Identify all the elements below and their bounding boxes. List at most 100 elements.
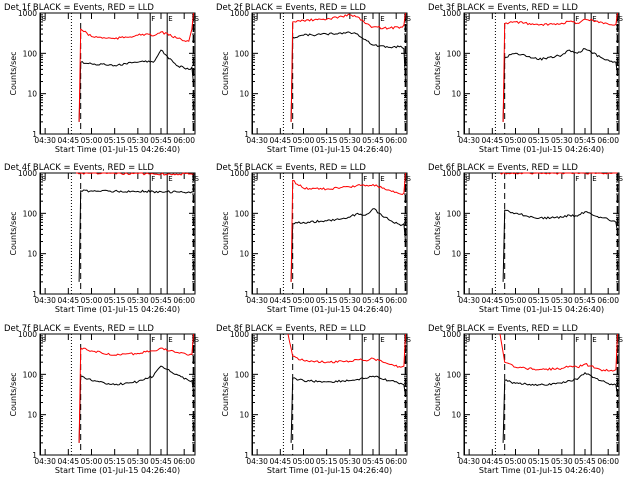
x-tick-label: 05:30	[339, 457, 361, 466]
lld-series-line	[78, 333, 194, 443]
y-tick-label: 10	[239, 411, 249, 420]
panel-title: Det 1f BLACK = Events, RED = LLD	[4, 3, 154, 13]
event-marker-label: E	[592, 175, 596, 183]
event-marker-label: S	[42, 336, 47, 344]
x-tick-label: 06:00	[385, 136, 407, 145]
x-tick-label: 04:45	[482, 296, 504, 305]
x-tick-label: 05:00	[505, 457, 527, 466]
x-axis-label: Start Time (01-Jul-15 04:26:40)	[267, 466, 392, 475]
event-marker-label: E	[592, 15, 596, 23]
x-tick-label: 05:15	[528, 457, 550, 466]
lld-series-line	[287, 333, 406, 368]
x-tick-label: 04:30	[458, 296, 480, 305]
event-marker-label: S	[254, 175, 259, 183]
y-tick-label: 1	[456, 451, 461, 460]
x-tick-label: 05:00	[293, 296, 315, 305]
y-tick-label: 100	[23, 209, 38, 218]
panel-title: Det 4f BLACK = Events, RED = LLD	[4, 163, 154, 173]
detector-panel: Det 5f BLACK = Events, RED = LLD 1 10 100 10…	[216, 163, 411, 314]
y-tick-label: 100	[235, 370, 250, 379]
y-tick-label: 10	[27, 90, 37, 99]
event-marker-label: S	[466, 175, 471, 183]
y-tick-label: 100	[23, 49, 38, 58]
event-marker-label: S	[406, 175, 411, 183]
x-tick-label: 05:45	[362, 136, 384, 145]
detector-panel: Det 9f BLACK = Events, RED = LLD 1 10 100 10…	[428, 324, 623, 475]
x-tick-label: 05:00	[81, 296, 103, 305]
detector-panel: Det 8f BLACK = Events, RED = LLD 1 10 100 10…	[216, 324, 411, 475]
y-axis-label: Counts/sec	[221, 211, 230, 255]
x-tick-label: 05:00	[505, 296, 527, 305]
x-tick-label: 05:15	[104, 296, 126, 305]
plot-frame	[463, 12, 620, 135]
y-tick-label: 1000	[442, 330, 461, 339]
x-axis-label: Start Time (01-Jul-15 04:26:40)	[479, 305, 604, 314]
lld-series-line	[78, 12, 194, 122]
events-series-line	[290, 208, 406, 282]
plot-frame	[463, 172, 620, 295]
y-tick-label: 1	[456, 290, 461, 299]
events-series-line	[502, 48, 618, 122]
y-tick-label: 10	[451, 411, 461, 420]
event-marker-label: F	[575, 175, 579, 183]
y-tick-label: 100	[447, 370, 462, 379]
x-tick-label: 05:15	[528, 136, 550, 145]
detector-panel: Det 1f BLACK = Events, RED = LLD 1 10 100 10…	[4, 3, 199, 154]
x-tick-label: 05:30	[127, 296, 149, 305]
events-series-line	[290, 31, 406, 122]
x-tick-label: 04:45	[482, 136, 504, 145]
x-tick-label: 04:45	[58, 457, 80, 466]
x-tick-label: 05:45	[574, 136, 596, 145]
event-marker-label: S	[254, 15, 259, 23]
panel-title: Det 2f BLACK = Events, RED = LLD	[216, 3, 366, 13]
x-tick-label: 04:30	[246, 296, 268, 305]
x-tick-label: 05:45	[362, 296, 384, 305]
event-marker-label: E	[380, 336, 384, 344]
x-tick-label: 05:15	[104, 457, 126, 466]
panel-title: Det 9f BLACK = Events, RED = LLD	[428, 324, 578, 334]
event-marker-label: E	[380, 175, 384, 183]
x-tick-label: 05:15	[316, 457, 338, 466]
x-axis-label: Start Time (01-Jul-15 04:26:40)	[55, 466, 180, 475]
y-tick-label: 1	[32, 451, 37, 460]
panel-title: Det 6f BLACK = Events, RED = LLD	[428, 163, 578, 173]
event-marker-label: E	[380, 15, 384, 23]
x-tick-label: 04:45	[58, 136, 80, 145]
y-tick-label: 1000	[230, 330, 249, 339]
x-tick-label: 05:45	[574, 296, 596, 305]
event-marker-label: F	[575, 336, 579, 344]
x-axis-label: Start Time (01-Jul-15 04:26:40)	[267, 145, 392, 154]
x-axis-label: Start Time (01-Jul-15 04:26:40)	[55, 145, 180, 154]
panel-title: Det 8f BLACK = Events, RED = LLD	[216, 324, 366, 334]
x-tick-label: 05:15	[316, 136, 338, 145]
lld-series-line	[290, 172, 406, 282]
x-tick-label: 05:00	[81, 136, 103, 145]
x-tick-label: 05:30	[339, 136, 361, 145]
x-tick-label: 05:00	[293, 457, 315, 466]
y-axis-label: Counts/sec	[9, 211, 18, 255]
x-tick-label: 04:45	[270, 136, 292, 145]
x-tick-label: 04:45	[58, 296, 80, 305]
event-marker-label: S	[42, 15, 47, 23]
y-axis-label: Counts/sec	[221, 372, 230, 416]
y-tick-label: 1000	[18, 330, 37, 339]
event-marker-label: F	[363, 15, 367, 23]
event-marker-label: S	[194, 175, 199, 183]
y-tick-label: 100	[23, 370, 38, 379]
x-tick-label: 05:15	[528, 296, 550, 305]
lld-series-line	[502, 12, 618, 122]
detector-panel: Det 4f BLACK = Events, RED = LLD 1 10 100 10…	[4, 163, 199, 314]
detector-panel: Det 3f BLACK = Events, RED = LLD 1 10 100 10…	[428, 3, 623, 154]
plot-frame	[251, 172, 408, 295]
y-tick-label: 10	[451, 90, 461, 99]
x-tick-label: 04:45	[482, 457, 504, 466]
y-tick-label: 1	[32, 290, 37, 299]
event-marker-label: S	[254, 336, 259, 344]
y-tick-label: 1000	[442, 9, 461, 18]
event-marker-label: S	[194, 15, 199, 23]
x-axis-label: Start Time (01-Jul-15 04:26:40)	[267, 305, 392, 314]
plot-frame	[39, 333, 196, 456]
x-tick-label: 06:00	[173, 296, 195, 305]
event-marker-label: E	[168, 175, 172, 183]
detector-panel: Det 7f BLACK = Events, RED = LLD 1 10 100 10…	[4, 324, 199, 475]
